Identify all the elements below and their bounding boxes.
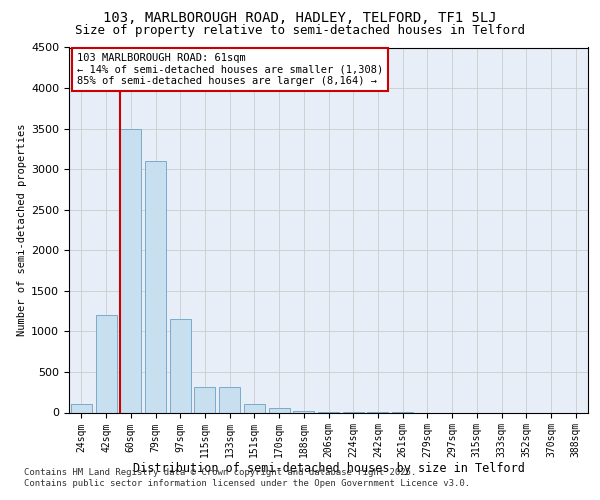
Bar: [293, 411, 314, 412]
X-axis label: Distribution of semi-detached houses by size in Telford: Distribution of semi-detached houses by …: [133, 462, 524, 474]
Bar: [170, 319, 191, 412]
Bar: [120, 128, 141, 412]
Bar: [244, 404, 265, 412]
Bar: [194, 388, 215, 412]
Text: Size of property relative to semi-detached houses in Telford: Size of property relative to semi-detach…: [75, 24, 525, 37]
Text: 103, MARLBOROUGH ROAD, HADLEY, TELFORD, TF1 5LJ: 103, MARLBOROUGH ROAD, HADLEY, TELFORD, …: [103, 12, 497, 26]
Bar: [71, 404, 92, 412]
Text: Contains HM Land Registry data © Crown copyright and database right 2025.
Contai: Contains HM Land Registry data © Crown c…: [24, 468, 470, 487]
Bar: [95, 315, 116, 412]
Y-axis label: Number of semi-detached properties: Number of semi-detached properties: [17, 124, 27, 336]
Text: 103 MARLBOROUGH ROAD: 61sqm
← 14% of semi-detached houses are smaller (1,308)
85: 103 MARLBOROUGH ROAD: 61sqm ← 14% of sem…: [77, 53, 383, 86]
Bar: [219, 388, 240, 412]
Bar: [269, 408, 290, 412]
Bar: [145, 161, 166, 412]
